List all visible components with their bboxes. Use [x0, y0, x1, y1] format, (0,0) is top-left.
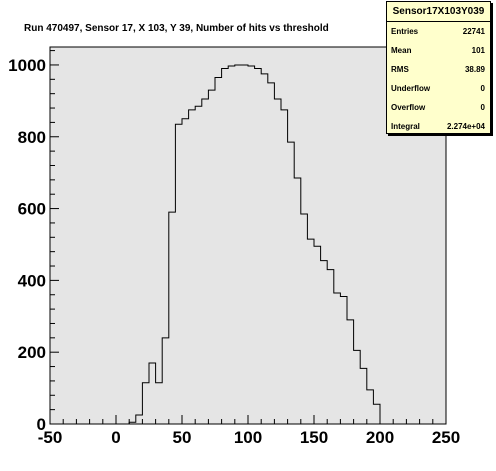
stats-row-entries: Entries 22741 [387, 22, 490, 41]
y-tick-label: 0 [37, 415, 46, 434]
x-tick-label: 0 [111, 428, 120, 447]
stats-row-underflow: Underflow 0 [387, 79, 490, 98]
x-tick-label: 200 [366, 428, 394, 447]
stats-row-overflow: Overflow 0 [387, 98, 490, 117]
y-tick-label: 400 [18, 271, 46, 290]
stats-value-underflow: 0 [480, 84, 485, 93]
stats-label-mean: Mean [391, 46, 412, 55]
stats-value-entries: 22741 [462, 27, 485, 36]
stats-label-overflow: Overflow [391, 103, 426, 112]
stats-row-rms: RMS 38.89 [387, 60, 490, 79]
y-tick-label: 800 [18, 128, 46, 147]
stats-value-overflow: 0 [480, 103, 485, 112]
stats-row-integral: Integral 2.274e+04 [387, 117, 490, 136]
stats-label-entries: Entries [391, 27, 419, 36]
stats-row-mean: Mean 101 [387, 41, 490, 60]
x-tick-labels: -50 0 50 100 150 200 250 [38, 428, 460, 447]
x-tick-label: 100 [234, 428, 262, 447]
histogram-series-line [128, 64, 381, 424]
y-tick-label: 1000 [8, 56, 46, 75]
x-tick-label: -50 [38, 428, 63, 447]
stats-title: Sensor17X103Y039 [387, 2, 490, 22]
x-tick-label: 250 [432, 428, 460, 447]
stats-label-integral: Integral [391, 122, 420, 131]
y-tick-label: 600 [18, 200, 46, 219]
stats-value-integral: 2.274e+04 [446, 122, 485, 131]
x-tick-label: 50 [173, 428, 192, 447]
stats-box: Sensor17X103Y039 Entries 22741 Mean 101 … [386, 1, 491, 134]
stats-label-rms: RMS [391, 65, 409, 74]
stats-value-mean: 101 [471, 46, 485, 55]
stats-label-underflow: Underflow [391, 84, 431, 93]
y-tick-label: 200 [18, 343, 46, 362]
y-tick-labels: 0 200 400 600 800 1000 [8, 56, 46, 434]
x-tick-label: 150 [300, 428, 328, 447]
stats-value-rms: 38.89 [464, 65, 485, 74]
plot-frame [49, 46, 447, 425]
chart-title: Run 470497, Sensor 17, X 103, Y 39, Numb… [24, 23, 329, 34]
axes [49, 50, 447, 425]
